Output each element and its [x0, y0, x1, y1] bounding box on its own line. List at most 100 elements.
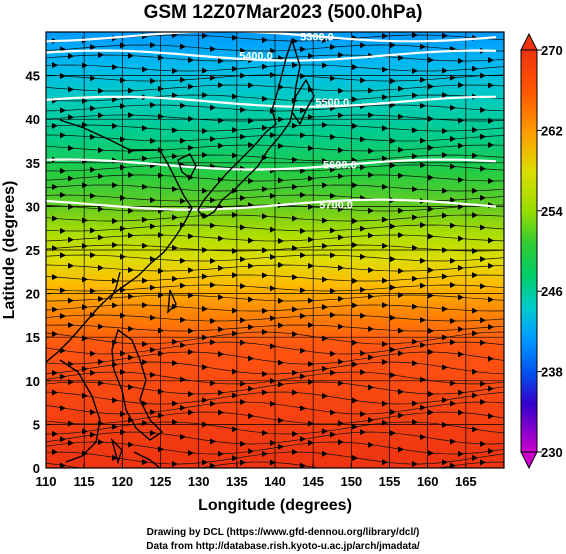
wind-arrow: [158, 350, 164, 357]
wind-arrow: [142, 400, 148, 407]
contour-line: [46, 198, 497, 211]
wind-arrow: [488, 413, 494, 420]
wind-arrow: [428, 450, 434, 457]
streamline: [46, 174, 504, 182]
wind-arrow: [120, 164, 126, 171]
wind-arrow: [308, 322, 314, 329]
wind-arrow: [420, 162, 426, 169]
wind-arrow: [150, 409, 156, 416]
wind-arrow: [68, 114, 74, 121]
wind-arrow: [338, 264, 344, 271]
wind-arrow: [120, 194, 126, 201]
wind-arrow: [90, 105, 96, 112]
wind-arrow: [338, 87, 344, 94]
wind-arrow: [172, 338, 178, 345]
wind-arrow: [450, 339, 456, 346]
streamline: [46, 264, 504, 272]
streamline: [46, 144, 504, 152]
wind-arrow: [98, 147, 104, 154]
wind-arrow: [218, 265, 224, 272]
wind-arrow: [270, 72, 276, 79]
wind-arrow: [330, 227, 336, 234]
wind-arrow: [480, 399, 486, 406]
wind-arrow: [98, 52, 104, 59]
colorbar-tick-label: 254: [541, 204, 563, 219]
wind-arrow: [68, 420, 74, 427]
wind-arrow: [82, 62, 88, 69]
wind-arrow: [172, 275, 178, 282]
wind-arrow: [472, 152, 478, 159]
wind-arrow: [112, 122, 118, 129]
wind-arrow: [338, 234, 344, 241]
wind-arrow: [390, 223, 396, 230]
wind-arrow: [368, 112, 374, 119]
wind-arrow: [420, 222, 426, 229]
wind-arrow: [458, 351, 464, 358]
wind-arrow: [98, 112, 104, 119]
wind-arrow: [442, 305, 448, 312]
wind-arrow: [330, 350, 336, 357]
wind-arrow: [360, 369, 366, 376]
wind-arrow: [142, 340, 148, 347]
wind-arrow: [360, 225, 366, 232]
wind-arrow: [90, 133, 96, 140]
wind-arrow: [322, 428, 328, 435]
wind-arrow: [210, 339, 216, 346]
wind-arrow: [172, 419, 178, 426]
wind-arrow: [458, 235, 464, 242]
wind-arrow: [300, 287, 306, 294]
wind-arrow: [338, 380, 344, 387]
wind-arrow: [60, 107, 66, 114]
y-tick-label: 45: [26, 69, 40, 84]
wind-arrow: [308, 175, 314, 182]
wind-arrow: [68, 440, 74, 447]
wind-arrow: [270, 400, 276, 407]
streamline: [46, 234, 504, 242]
wind-arrow: [368, 325, 374, 332]
wind-arrow: [60, 167, 66, 174]
wind-arrow: [202, 32, 208, 39]
wind-arrow: [248, 412, 254, 419]
wind-arrow: [262, 213, 268, 220]
wind-arrow: [488, 262, 494, 269]
wind-arrow: [472, 247, 478, 254]
wind-arrow: [390, 346, 396, 353]
wind-arrow: [360, 286, 366, 293]
wind-arrow: [232, 307, 238, 314]
wind-arrow: [98, 358, 104, 365]
wind-arrow: [292, 245, 298, 252]
wind-arrow: [308, 439, 314, 446]
y-axis-label: Latitude (degrees): [1, 181, 18, 320]
wind-arrow: [398, 113, 404, 120]
wind-arrow: [120, 42, 126, 49]
wind-arrow: [180, 404, 186, 411]
wind-arrow: [278, 381, 284, 388]
wind-arrow: [60, 252, 66, 259]
wind-arrow: [60, 287, 66, 294]
wind-arrow: [232, 152, 238, 159]
wind-arrow: [412, 186, 418, 193]
wind-arrow: [90, 44, 96, 51]
wind-arrow: [278, 359, 284, 366]
wind-arrow: [180, 198, 186, 204]
wind-arrow: [442, 127, 448, 134]
wind-arrow: [98, 380, 104, 387]
y-tick-label: 35: [26, 156, 40, 171]
wind-arrow: [412, 153, 418, 160]
colorbar-scale: [520, 49, 538, 453]
wind-arrow: [352, 123, 358, 130]
wind-arrow: [330, 134, 336, 141]
wind-arrow: [450, 317, 456, 324]
wind-arrow: [128, 267, 134, 274]
wind-arrow: [488, 57, 494, 64]
wind-arrow: [142, 125, 148, 132]
wind-arrow: [158, 113, 164, 120]
wind-arrow: [262, 63, 268, 70]
wind-arrow: [338, 52, 344, 59]
wind-arrow: [292, 37, 298, 44]
y-tick-label: 30: [26, 199, 40, 214]
wind-arrow: [180, 43, 186, 50]
wind-arrow: [232, 187, 238, 194]
streamline: [46, 381, 504, 395]
wind-arrow: [60, 373, 66, 380]
